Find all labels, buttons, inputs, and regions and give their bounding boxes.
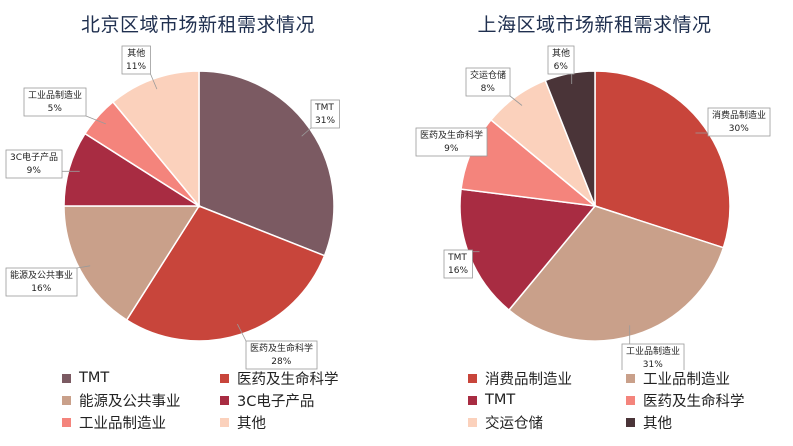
slice-data-label: 消费品制造业 30% [707,107,771,137]
pie-slice [111,70,200,209]
legend-item: 其他 [220,412,380,432]
legend-item: TMT [62,368,220,388]
svg-text:9%: 9% [444,144,459,154]
legend-swatch [220,373,229,383]
svg-text:11%: 11% [126,62,146,72]
legend-label: 其他 [643,415,672,432]
legend-label: 能源及公共事业 [79,393,181,410]
svg-text:31%: 31% [315,116,335,126]
svg-text:8%: 8% [481,84,496,94]
svg-text:能源及公共事业: 能源及公共事业 [10,269,73,281]
legend-label: 工业品制造业 [79,415,166,432]
pie-slice [507,205,725,342]
legend-item: 其他 [626,412,786,432]
legend-item: 消费品制造业 [468,368,626,388]
pie-slice [125,205,326,342]
legend-label: 交运仓储 [485,415,543,432]
svg-text:9%: 9% [27,166,42,176]
slice-data-label: TMT 16% [443,249,473,279]
svg-text:医药及生命科学: 医药及生命科学 [250,342,313,354]
leader-line [76,265,91,269]
leader-line [237,323,247,342]
legend-label: TMT [79,370,110,386]
svg-text:16%: 16% [31,284,51,294]
legend-item: 医药及生命科学 [220,368,380,388]
beijing-chart-panel: 北京区域市场新租需求情况 TMT 31% 医药及生命科学 28% 能源及公共事业 16% 3… [0,0,396,446]
legend-label: 医药及生命科学 [643,393,745,410]
svg-text:31%: 31% [643,360,663,370]
legend-swatch [626,417,635,427]
slice-data-label: 医药及生命科学 9% [415,127,488,157]
chart-title: 北京区域市场新租需求情况 [80,14,315,36]
svg-text:交运仓储: 交运仓储 [470,69,506,81]
svg-text:5%: 5% [48,104,63,114]
legend-label: TMT [485,392,516,408]
shanghai-pie-chart: 消费品制造业 30% 工业品制造业 31% TMT 16% 医药及生命科学 9% 交运仓储 8% 其… [415,45,771,370]
legend-swatch [626,373,635,383]
legend-item: 医药及生命科学 [626,390,786,410]
slice-data-label: 交运仓储 8% [465,67,511,97]
legend-swatch [626,395,635,405]
slice-data-label: 工业品制造业 5% [23,87,87,117]
legend-item: 3C电子产品 [220,390,380,410]
svg-text:其他: 其他 [127,47,145,59]
pie-slice [63,205,201,322]
pie-slice [594,70,731,249]
legend-label: 其他 [237,415,266,432]
legend-swatch [220,417,229,427]
legend-swatch [468,395,477,405]
svg-text:28%: 28% [271,357,291,367]
slice-data-label: TMT 31% [310,99,340,129]
svg-text:30%: 30% [729,124,749,134]
beijing-pie-chart: TMT 31% 医药及生命科学 28% 能源及公共事业 16% 3C电子产品 9% 工业品制造业… [5,45,340,370]
leader-line [150,73,158,90]
legend-swatch [468,373,477,383]
legend-label: 消费品制造业 [485,371,572,388]
svg-text:工业品制造业: 工业品制造业 [626,345,680,357]
svg-text:医药及生命科学: 医药及生命科学 [420,129,483,141]
legend-label: 工业品制造业 [643,371,730,388]
slice-data-label: 能源及公共事业 16% [5,267,78,297]
legend-label: 3C电子产品 [237,393,315,410]
legend-item: 工业品制造业 [626,368,786,388]
svg-text:3C电子产品: 3C电子产品 [10,151,58,163]
legend-swatch [62,373,71,383]
slice-data-label: 其他 11% [121,45,151,75]
leader-line [85,115,106,125]
legend-swatch [62,395,71,405]
chart-legend: 消费品制造业 工业品制造业 TMT 医药及生命科学交运仓储 其他 [468,368,786,432]
slice-data-label: 3C电子产品 9% [5,149,63,179]
svg-text:消费品制造业: 消费品制造业 [712,109,766,121]
legend-label: 医药及生命科学 [237,371,339,388]
svg-text:16%: 16% [448,266,468,276]
svg-text:TMT: TMT [314,103,334,113]
leader-line [509,95,523,106]
legend-item: 能源及公共事业 [62,390,220,410]
slice-data-label: 工业品制造业 31% [621,343,685,370]
chart-title: 上海区域市场新租需求情况 [477,14,712,36]
legend-swatch [468,417,477,427]
svg-text:工业品制造业: 工业品制造业 [28,89,82,101]
legend-swatch [62,417,71,427]
slice-data-label: 医药及生命科学 28% [245,340,318,370]
chart-legend: TMT 医药及生命科学能源及公共事业 3C电子产品工业品制造业 其他 [62,368,380,432]
leader-line [301,127,312,137]
legend-item: TMT [468,390,626,410]
pie-slice [198,70,335,257]
svg-text:6%: 6% [554,62,569,72]
shanghai-chart-panel: 上海区域市场新租需求情况 消费品制造业 30% 工业品制造业 31% TMT 16% 医药及… [396,0,793,446]
slice-data-label: 其他 6% [547,45,575,75]
svg-text:TMT: TMT [447,253,467,263]
legend-item: 工业品制造业 [62,412,220,432]
legend-swatch [220,395,229,405]
svg-text:其他: 其他 [552,47,570,59]
legend-item: 交运仓储 [468,412,626,432]
